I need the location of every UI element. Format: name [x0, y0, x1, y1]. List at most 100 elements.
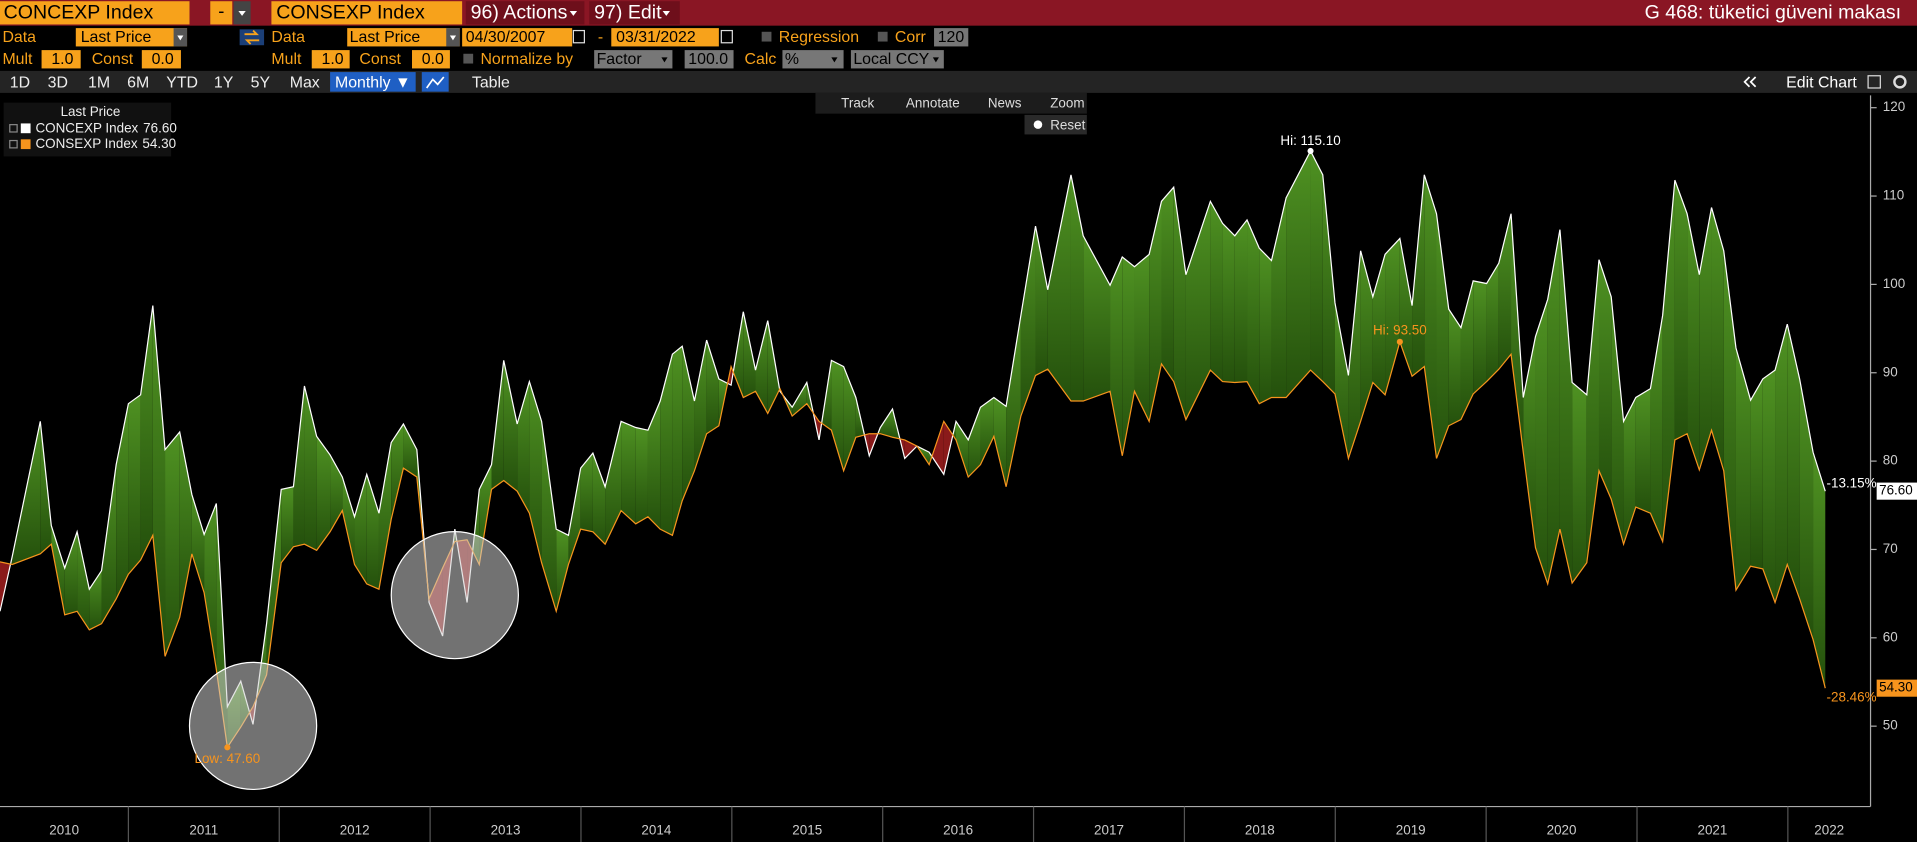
- spread-fill: [1813, 452, 1826, 689]
- spread-fill: [605, 421, 622, 545]
- spread-fill: [266, 489, 282, 675]
- period-button[interactable]: Max: [290, 74, 320, 91]
- mult-input[interactable]: [41, 50, 81, 69]
- security-text: CONSEXP Index: [276, 2, 425, 24]
- const-input[interactable]: [141, 50, 181, 69]
- spread-fill: [1247, 219, 1260, 404]
- change-label: -28.46%: [1827, 689, 1877, 704]
- edit-chart-button[interactable]: Edit Chart: [1786, 74, 1857, 91]
- spread-fill: [77, 531, 90, 630]
- spread-fill: [767, 320, 780, 414]
- spread-fill: [391, 423, 404, 520]
- settings-icon[interactable]: [1893, 75, 1907, 89]
- factor-input[interactable]: [684, 50, 734, 69]
- period-button[interactable]: 1Y: [214, 74, 234, 91]
- date-input[interactable]: [611, 28, 719, 47]
- zoom-button[interactable]: Zoom: [1050, 95, 1084, 110]
- x-tick-label: 2019: [1396, 823, 1426, 838]
- spread-fill: [1598, 259, 1612, 500]
- edit-icon[interactable]: [1867, 75, 1881, 89]
- page-title: G 468: tüketici güveni makası: [1645, 2, 1901, 24]
- x-tick-label: 2016: [943, 823, 973, 838]
- spread-fill: [1149, 201, 1162, 422]
- news-button[interactable]: News: [988, 95, 1022, 110]
- spread-fill: [1486, 263, 1499, 382]
- track-button[interactable]: Track: [841, 95, 874, 110]
- y-tick-label: 80: [1883, 453, 1898, 468]
- period-button[interactable]: 3D: [48, 74, 68, 91]
- spread-fill: [1385, 238, 1400, 395]
- frequency-button[interactable]: [330, 72, 416, 92]
- chart-toolbar: [815, 92, 1087, 114]
- legend-value: 76.60: [143, 120, 177, 135]
- edit-button[interactable]: [589, 1, 680, 25]
- normalize-dropdown[interactable]: [594, 50, 673, 69]
- label: Data: [271, 29, 305, 46]
- spread-fill: [706, 340, 719, 434]
- label: Mult: [2, 51, 33, 68]
- calc-dropdown[interactable]: [782, 50, 844, 69]
- spread-fill: [1035, 226, 1048, 376]
- period-button[interactable]: 1D: [10, 74, 30, 91]
- normalize-text: Factor: [597, 51, 643, 68]
- spread-fill: [1436, 213, 1449, 459]
- spread-fill: [1222, 223, 1235, 383]
- checkbox[interactable]: [877, 31, 888, 42]
- spread-fill: [956, 421, 969, 478]
- checkbox[interactable]: [463, 53, 474, 64]
- chart-overlay: -13.15% 76.60 -28.46%54.30 Hi: 115.10 Hi: 93…: [194, 133, 1917, 766]
- security-input[interactable]: [0, 1, 190, 25]
- annotation-point: [224, 744, 231, 751]
- spread-fill: [541, 421, 557, 612]
- spread-fill: [880, 408, 893, 438]
- table-button[interactable]: Table: [472, 74, 510, 91]
- checkbox[interactable]: [761, 31, 772, 42]
- legend: [3, 102, 172, 157]
- spread-fill: [980, 397, 994, 465]
- window-input[interactable]: [934, 28, 969, 47]
- operator-input[interactable]: [210, 1, 233, 25]
- spread-fill: [1210, 201, 1223, 382]
- spread-fill: [179, 431, 192, 618]
- spread-fill: [354, 474, 367, 584]
- actions-button[interactable]: [465, 1, 585, 25]
- spread-fill: [694, 340, 707, 471]
- security-input[interactable]: [271, 1, 463, 25]
- reset-button[interactable]: [1024, 114, 1087, 135]
- field-text: Last Price: [350, 29, 421, 46]
- spread-fill: [943, 421, 953, 475]
- field-dropdown[interactable]: [347, 28, 460, 47]
- spread-fill: [1271, 197, 1287, 398]
- operator-text: -: [218, 0, 224, 21]
- mult-input[interactable]: [311, 50, 350, 69]
- spread-fill: [140, 305, 153, 561]
- legend-entry: CONSEXP Index 54.30: [35, 136, 176, 151]
- calendar-icon[interactable]: [572, 29, 586, 44]
- date-input[interactable]: [462, 28, 573, 47]
- spread-fill: [931, 421, 944, 475]
- spread-fill: [1623, 397, 1636, 545]
- legend-swatch: [20, 139, 31, 150]
- spread-fill: [378, 442, 392, 590]
- period-button[interactable]: 5Y: [251, 74, 271, 91]
- window-text: 120: [938, 29, 965, 46]
- spread-fill: [1711, 207, 1724, 471]
- collapse-icon[interactable]: [1743, 76, 1757, 88]
- series-line: [0, 339, 1826, 750]
- const-input[interactable]: [412, 50, 450, 69]
- period-button[interactable]: 6M: [127, 74, 149, 91]
- calendar-icon[interactable]: [720, 29, 733, 44]
- period-button[interactable]: 1M: [88, 74, 110, 91]
- spread-fill: [64, 531, 78, 615]
- spread-fill: [621, 421, 636, 524]
- spread-fill: [1334, 302, 1349, 459]
- spread-fill: [101, 464, 117, 624]
- field-dropdown[interactable]: [75, 28, 188, 47]
- x-tick-label: 2011: [189, 823, 218, 838]
- spread-fill: [635, 427, 648, 524]
- currency-dropdown[interactable]: [850, 50, 944, 69]
- swap-icon[interactable]: [239, 29, 265, 46]
- annotate-button[interactable]: Annotate: [906, 95, 960, 110]
- period-button[interactable]: YTD: [166, 74, 198, 91]
- spread-fill: [330, 454, 343, 532]
